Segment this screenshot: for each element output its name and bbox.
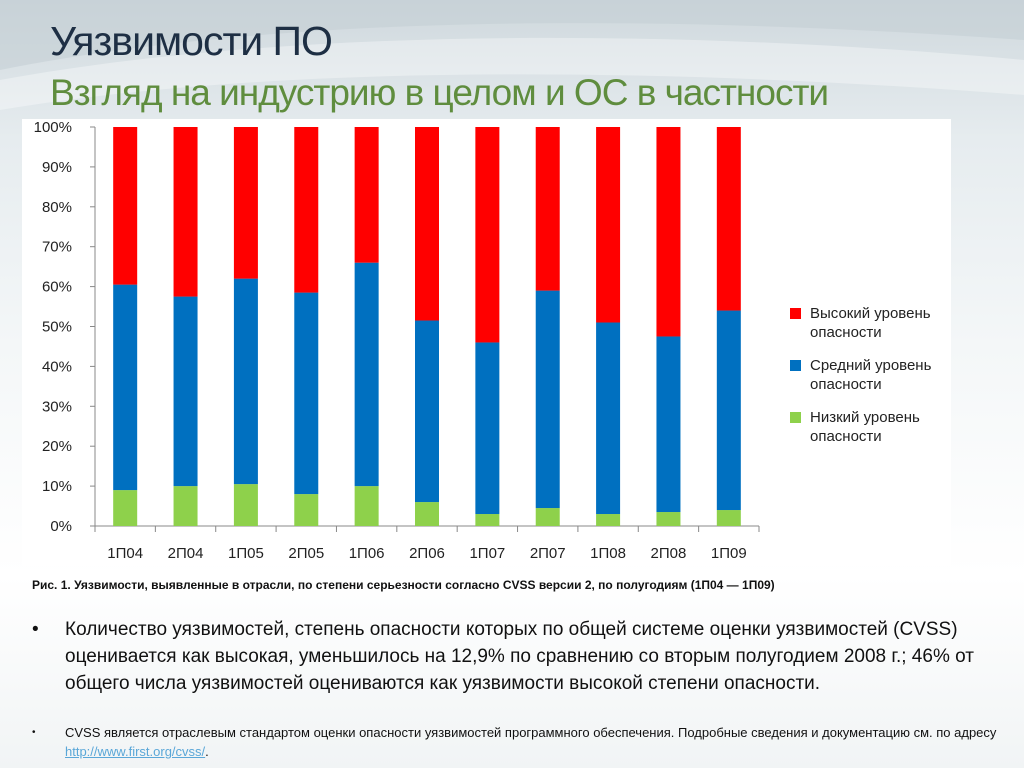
y-tick-label: 100% [34,119,72,136]
bar-segment [716,510,741,526]
slide-subtitle: Взгляд на индустрию в целом и ОС в частн… [50,72,829,113]
y-tick-label: 80% [42,199,72,216]
bar-segment [173,486,198,526]
bar-segment [475,342,500,515]
x-tick-label: 2П07 [530,545,566,562]
bar-segment [596,514,621,526]
bar-segment [294,292,319,495]
y-tick-label: 10% [42,478,72,495]
bar-segment [173,127,198,297]
bar-segment [354,127,379,263]
x-tick-label: 1П05 [228,545,264,562]
bar-segment [596,322,621,515]
y-tick-label: 40% [42,358,72,375]
bar-segment [535,290,560,509]
bullet-main-text: Количество уязвимостей, степень опасност… [65,619,974,694]
legend-item: Низкий уровень опасности [790,408,960,446]
figure-caption: Рис. 1. Уязвимости, выявленные в отрасли… [32,578,775,592]
bullet-mark: • [32,619,39,640]
x-tick-label: 2П05 [288,545,324,562]
bar-segment [233,484,258,526]
bar-segment [535,508,560,526]
y-tick-label: 70% [42,239,72,256]
y-tick-label: 50% [42,319,72,336]
x-tick-label: 1П06 [349,545,385,562]
legend-swatch [790,308,801,319]
bar-segment [354,262,379,487]
y-tick-label: 60% [42,279,72,296]
x-tick-label: 1П07 [469,545,505,562]
bar-segment [716,310,741,511]
x-tick-label: 1П09 [711,545,747,562]
bar-segment [113,127,138,285]
legend-item: Средний уровень опасности [790,356,960,394]
slide-title: Уязвимости ПО [50,18,333,64]
legend-label: Низкий уровень опасности [810,409,920,445]
bar-segment [475,127,500,343]
bullet-note: • CVSS является отраслевым стандартом оц… [32,723,1012,761]
bar-segment [415,320,439,503]
bar-segment [415,502,439,526]
legend-item: Высокий уровень опасности [790,304,960,342]
legend-swatch [790,360,801,371]
x-tick-label: 2П08 [651,545,687,562]
bar-segment [233,127,258,279]
bar-segment [354,486,379,526]
y-tick-label: 20% [42,438,72,455]
legend-swatch [790,412,801,423]
legend-label: Средний уровень опасности [810,357,932,393]
y-tick-label: 90% [42,159,72,176]
bullet-mark: • [32,727,36,738]
bar-segment [294,127,319,293]
bar-segment [656,127,681,337]
bar-segment [294,494,319,526]
bar-segment [113,284,138,491]
x-tick-label: 2П04 [168,545,204,562]
bar-segment [716,127,741,311]
note-end: . [205,744,209,759]
bar-segment [415,127,439,321]
bar-segment [233,278,258,485]
bar-segment [475,514,500,526]
bar-segment [656,336,681,513]
x-tick-label: 1П04 [107,545,143,562]
cvss-link[interactable]: http://www.first.org/cvss/ [65,744,206,759]
bar-segment [596,127,621,323]
note-text: CVSS является отраслевым стандартом оцен… [65,725,997,740]
stacked-bar-chart: 0% 10% 20% 30% 40% 50% 60% 70% 80% 90% 100% 1П04 2П0… [34,119,760,562]
x-tick-label: 2П06 [409,545,445,562]
x-tick-label: 1П08 [590,545,626,562]
chart-area: 0% 10% 20% 30% 40% 50% 60% 70% 80% 90% 100% 1П04 2П0… [22,119,951,566]
y-tick-label: 30% [42,398,72,415]
y-tick-label: 0% [50,518,72,535]
bar-segment [535,127,560,291]
bar-segment [113,490,138,526]
bullet-main: • Количество уязвимостей, степень опасно… [32,616,1012,697]
bar-segment [656,512,681,526]
legend-label: Высокий уровень опасности [810,305,931,341]
bar-segment [173,296,198,487]
bullet-note-text: CVSS является отраслевым стандартом оцен… [65,723,1012,761]
chart-legend: Высокий уровень опасности Средний уровень… [790,304,960,460]
